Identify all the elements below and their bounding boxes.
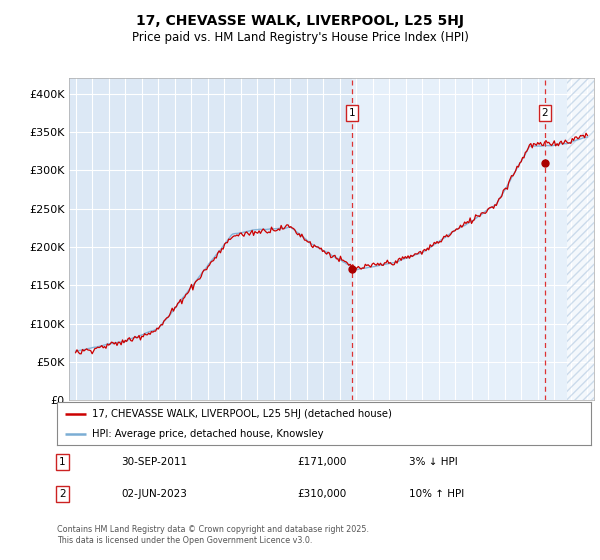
Text: £310,000: £310,000 <box>298 489 347 500</box>
Text: 1: 1 <box>349 108 355 118</box>
Text: £171,000: £171,000 <box>298 457 347 467</box>
Text: 3% ↓ HPI: 3% ↓ HPI <box>409 457 458 467</box>
Text: 30-SEP-2011: 30-SEP-2011 <box>121 457 187 467</box>
Bar <box>567 78 594 400</box>
Text: 17, CHEVASSE WALK, LIVERPOOL, L25 5HJ: 17, CHEVASSE WALK, LIVERPOOL, L25 5HJ <box>136 14 464 28</box>
Text: 10% ↑ HPI: 10% ↑ HPI <box>409 489 464 500</box>
Text: 2: 2 <box>59 489 65 500</box>
Text: HPI: Average price, detached house, Knowsley: HPI: Average price, detached house, Know… <box>92 430 323 440</box>
Text: Contains HM Land Registry data © Crown copyright and database right 2025.
This d: Contains HM Land Registry data © Crown c… <box>57 525 369 545</box>
Text: 02-JUN-2023: 02-JUN-2023 <box>121 489 187 500</box>
Text: Price paid vs. HM Land Registry's House Price Index (HPI): Price paid vs. HM Land Registry's House … <box>131 31 469 44</box>
Text: 2: 2 <box>541 108 548 118</box>
Text: 1: 1 <box>59 457 65 467</box>
Bar <box>352 78 594 400</box>
Text: 17, CHEVASSE WALK, LIVERPOOL, L25 5HJ (detached house): 17, CHEVASSE WALK, LIVERPOOL, L25 5HJ (d… <box>92 409 392 419</box>
